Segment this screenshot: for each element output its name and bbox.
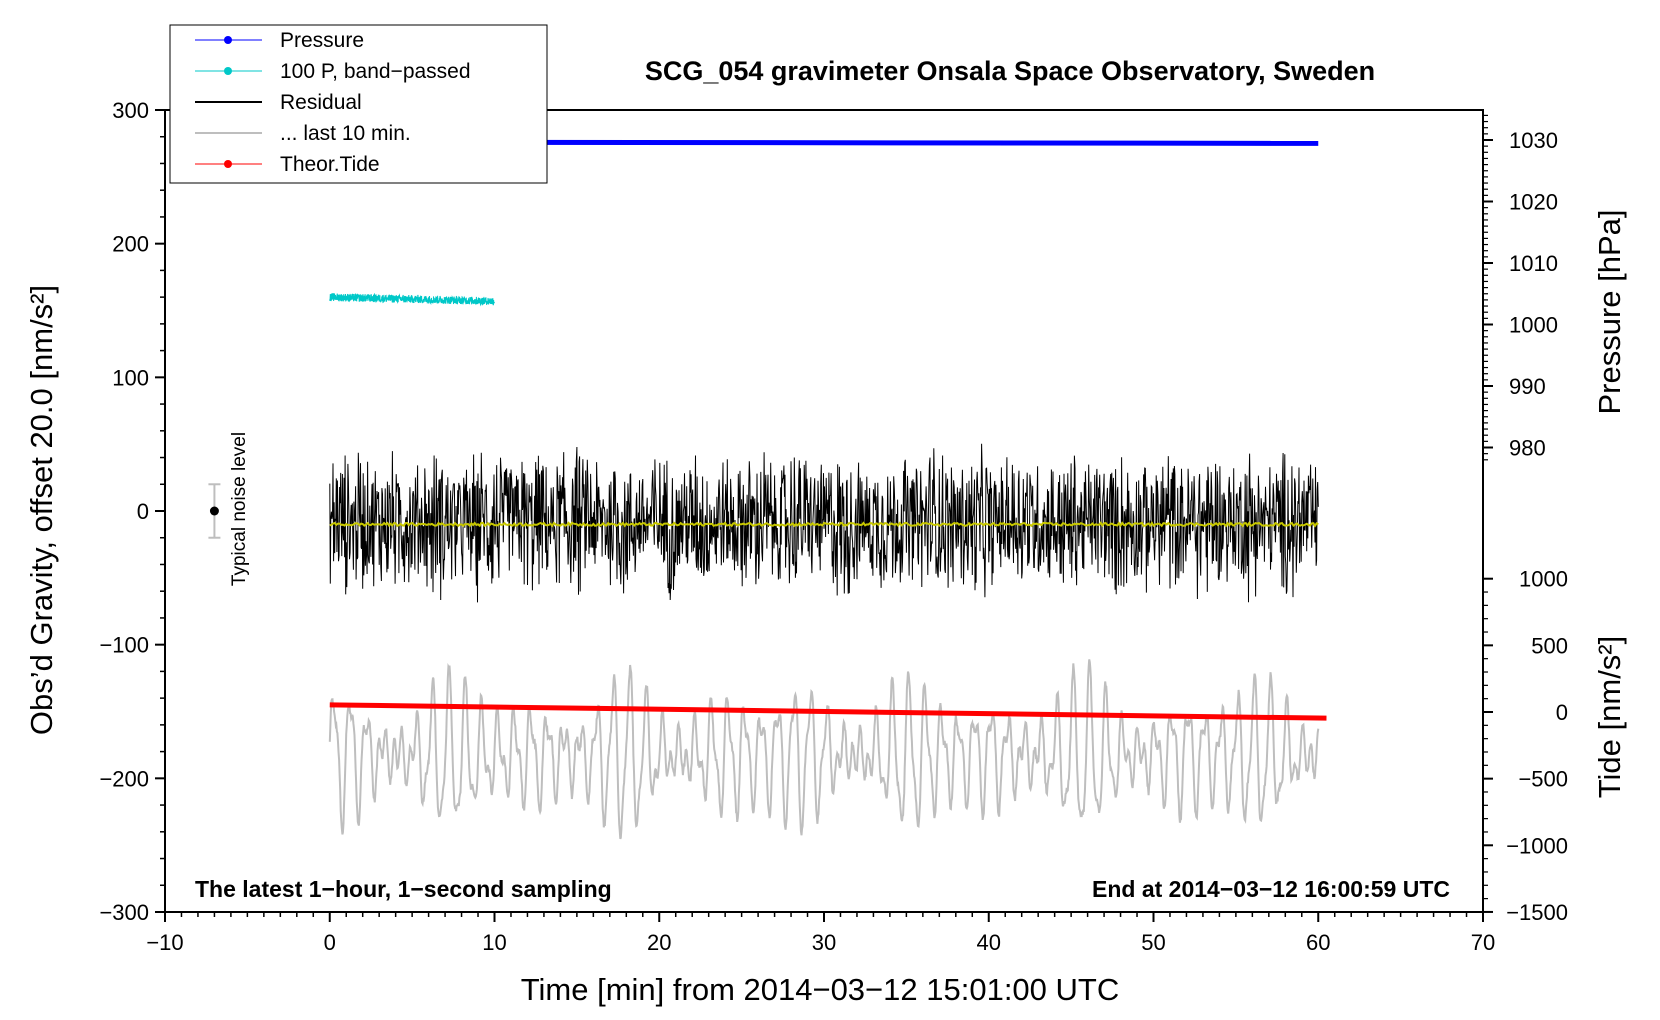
legend-label: Residual [280,91,362,114]
annotation-end-time: End at 2014−03−12 16:00:59 UTC [1092,876,1450,902]
x-tick-label: 40 [977,930,1001,955]
y-left-tick-label: −200 [99,766,149,791]
noise-level-indicator [208,483,221,539]
y-pressure-tick-label: 980 [1509,436,1546,461]
y-axis-tide-title: Tide [nm/s²] [1592,636,1627,799]
y-tide-tick-label: −1500 [1506,900,1568,925]
y-pressure-tick-label: 1020 [1509,190,1558,215]
x-tick-label: 20 [647,930,671,955]
legend-label: Pressure [280,29,364,52]
legend-marker [224,36,232,44]
x-tick-label: −10 [146,930,183,955]
y-tide-tick-label: 500 [1531,633,1568,658]
y-axis-tide: −1500 −1000 −500 0 500 1000 [1483,567,1568,925]
y-left-tick-label: 0 [137,499,149,524]
y-axis-left: −300 −200 −100 0 100 200 300 [99,98,165,925]
y-left-tick-label: 300 [112,98,149,123]
legend-label: 100 P, band−passed [280,60,471,83]
series-layer [328,139,1327,840]
x-tick-label: 0 [324,930,336,955]
x-axis-title: Time [min] from 2014−03−12 15:01:00 UTC [521,972,1120,1007]
y-left-tick-label: 100 [112,365,149,390]
noise-level-label: Typical noise level [229,432,250,586]
y-tide-tick-label: 0 [1556,700,1568,725]
series-theoretical-tide [329,702,1327,721]
y-pressure-tick-label: 990 [1509,374,1546,399]
y-tide-tick-label: 1000 [1519,567,1568,592]
series-residual-smoothed [329,521,1319,528]
legend-label: ... last 10 min. [280,122,411,145]
x-tick-label: 30 [812,930,836,955]
y-left-tick-label: −300 [99,900,149,925]
legend-marker [224,67,232,75]
y-axis-pressure-title: Pressure [hPa] [1592,209,1627,414]
series-band-passed-pressure [329,292,495,307]
y-axis-pressure: 980 990 1000 1010 1020 1030 [1483,114,1558,461]
y-left-tick-label: −100 [99,633,149,658]
y-tide-tick-label: −500 [1518,767,1568,792]
y-pressure-tick-label: 1030 [1509,128,1558,153]
legend-label: Theor.Tide [280,153,380,176]
y-pressure-tick-label: 1010 [1509,251,1558,276]
series-residual [329,443,1319,603]
x-tick-label: 50 [1141,930,1165,955]
legend: Pressure 100 P, band−passed Residual ... la… [169,24,548,184]
x-tick-label: 10 [482,930,506,955]
y-tide-tick-label: −1000 [1506,833,1568,858]
noise-center-dot [209,506,219,516]
y-left-tick-label: 200 [112,232,149,257]
x-tick-label: 70 [1471,930,1495,955]
y-pressure-tick-label: 1000 [1509,313,1558,338]
y-axis-left-title: Obs’d Gravity, offset 20.0 [nm/s²] [24,285,59,735]
legend-marker [224,160,232,168]
x-tick-label: 60 [1306,930,1330,955]
annotation-sampling: The latest 1−hour, 1−second sampling [195,876,612,902]
x-axis: −10 0 10 20 30 40 50 60 70 [146,912,1495,955]
series-last-10-min [328,659,1320,840]
chart-title: SCG_054 gravimeter Onsala Space Observat… [645,56,1375,86]
